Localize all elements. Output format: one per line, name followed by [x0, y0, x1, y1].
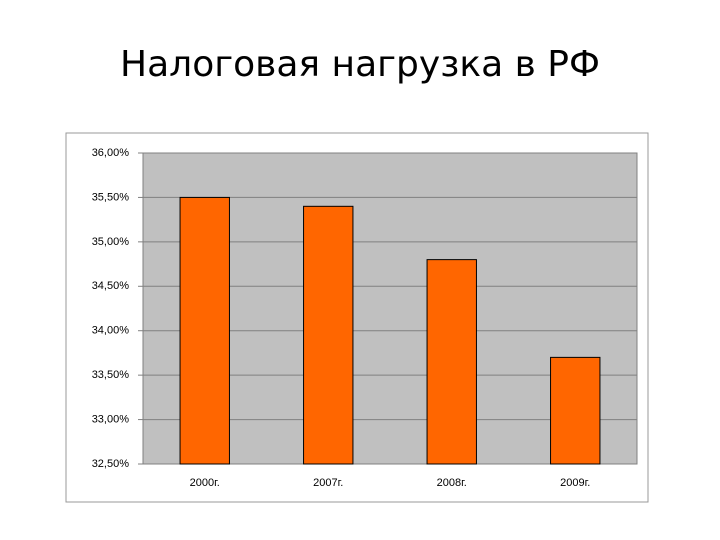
y-tick-label: 34,50% — [92, 280, 130, 292]
y-tick-label: 36,00% — [92, 147, 130, 159]
x-tick-label: 2009г. — [560, 477, 590, 489]
y-tick-label: 35,50% — [92, 191, 130, 203]
bar — [179, 196, 230, 465]
y-tick-label: 33,50% — [92, 369, 130, 381]
y-tick-label: 33,00% — [92, 413, 130, 425]
y-tick-label: 32,50% — [92, 458, 130, 470]
bar — [426, 259, 477, 465]
x-tick-label: 2008г. — [437, 477, 467, 489]
y-tick-label: 35,00% — [92, 236, 130, 248]
x-tick-label: 2007г. — [313, 477, 343, 489]
bar — [303, 205, 354, 465]
bar — [550, 356, 601, 465]
y-tick-label: 34,00% — [92, 325, 130, 337]
x-tick-label: 2000г. — [190, 477, 220, 489]
slide-title: Налоговая нагрузка в РФ — [120, 44, 600, 85]
